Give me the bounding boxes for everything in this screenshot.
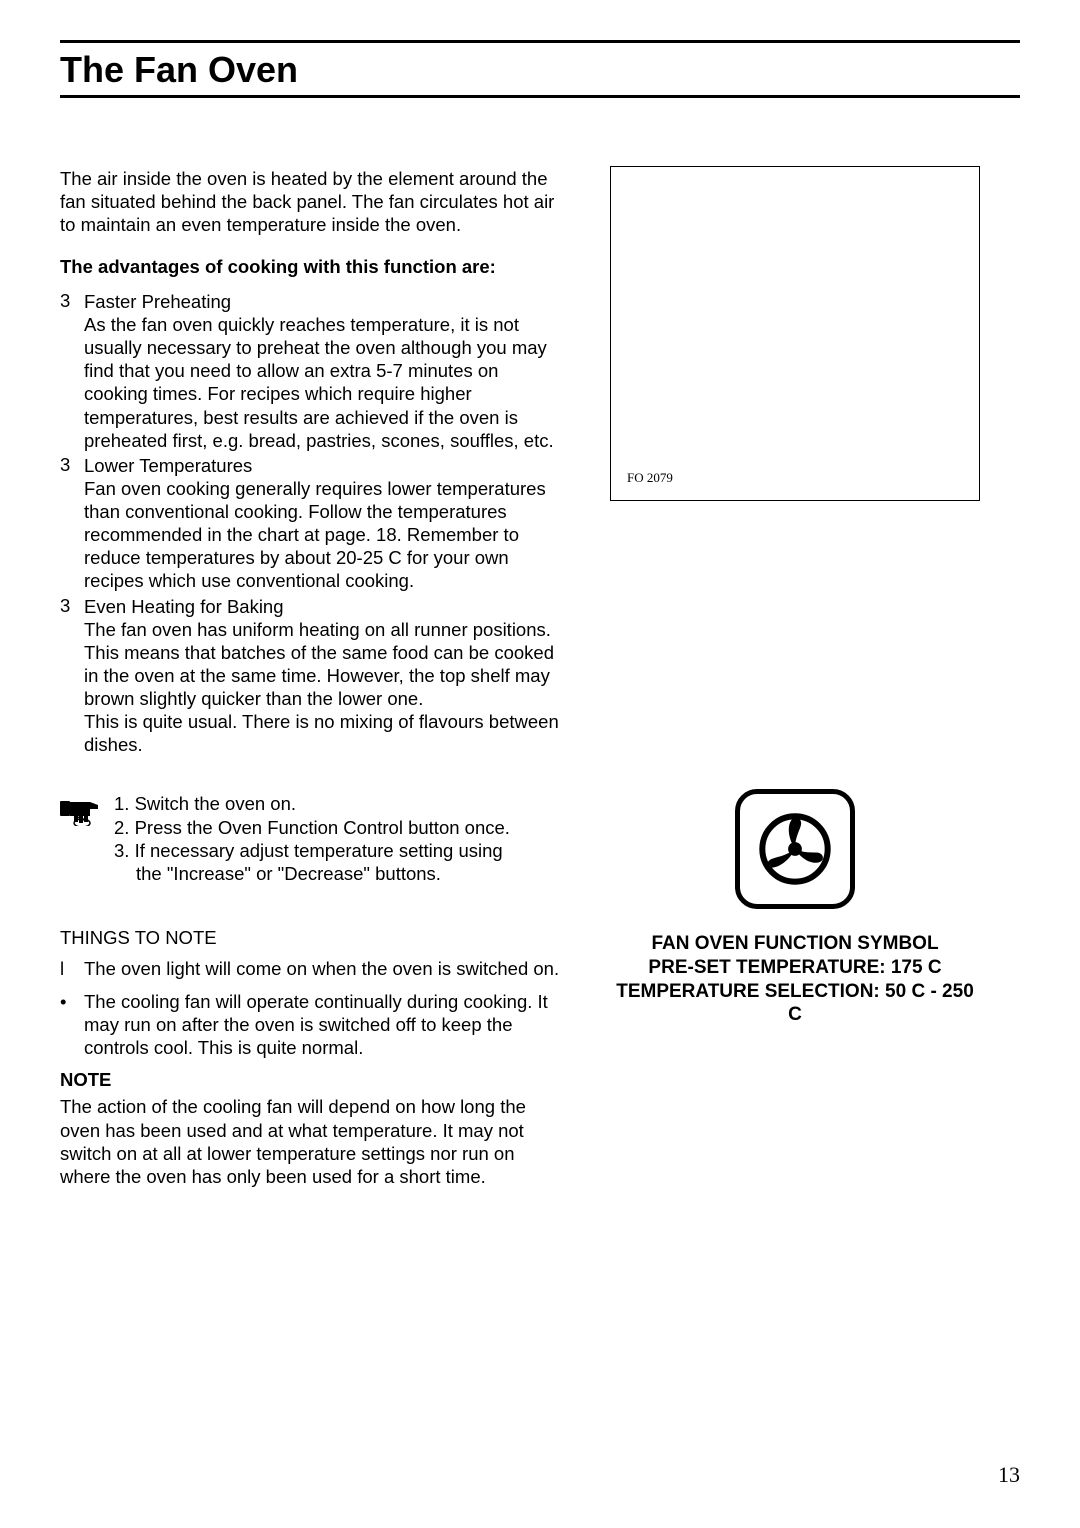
bullet-text: The cooling fan will operate continually… <box>84 990 560 1059</box>
pointing-hand-icon <box>60 792 104 831</box>
page-title: The Fan Oven <box>60 49 1020 91</box>
advantage-body: Lower Temperatures Fan oven cooking gene… <box>84 454 560 593</box>
advantages-list: 3 Faster Preheating As the fan oven quic… <box>60 290 560 757</box>
figure-caption: FO 2079 <box>627 470 673 486</box>
right-column: FO 2079 FAN OVEN FUNCTION SYMBOL <box>590 148 1020 1206</box>
columns: The air inside the oven is heated by the… <box>60 148 1020 1206</box>
advantage-item: 3 Lower Temperatures Fan oven cooking ge… <box>60 454 560 593</box>
advantage-item: 3 Faster Preheating As the fan oven quic… <box>60 290 560 452</box>
steps-block: 1. Switch the oven on. 2. Press the Oven… <box>60 792 560 885</box>
bullet-marker: • <box>60 990 70 1059</box>
step-3-continued: the "Increase" or "Decrease" buttons. <box>114 862 510 885</box>
fan-oven-icon <box>735 789 855 909</box>
advantages-heading: The advantages of cooking with this func… <box>60 256 560 278</box>
advantage-text: As the fan oven quickly reaches temperat… <box>84 314 554 451</box>
advantage-marker: 3 <box>60 454 72 593</box>
advantage-item: 3 Even Heating for Baking The fan oven h… <box>60 595 560 757</box>
advantage-title: Faster Preheating <box>84 290 560 313</box>
advantage-title: Lower Temperatures <box>84 454 560 477</box>
page-number: 13 <box>998 1462 1020 1488</box>
step-2: 2. Press the Oven Function Control butto… <box>114 816 510 839</box>
advantage-marker: 3 <box>60 290 72 452</box>
bullet-marker: l <box>60 957 70 980</box>
step-1: 1. Switch the oven on. <box>114 792 510 815</box>
advantage-body: Even Heating for Baking The fan oven has… <box>84 595 560 757</box>
figure-box: FO 2079 <box>610 166 980 501</box>
note-text: The action of the cooling fan will depen… <box>60 1095 560 1188</box>
things-item: l The oven light will come on when the o… <box>60 957 560 980</box>
steps-list: 1. Switch the oven on. 2. Press the Oven… <box>114 792 510 885</box>
things-item: • The cooling fan will operate continual… <box>60 990 560 1059</box>
title-underline <box>60 95 1020 98</box>
note-heading: NOTE <box>60 1069 560 1091</box>
step-3: 3. If necessary adjust temperature setti… <box>114 839 510 862</box>
top-rule <box>60 40 1020 43</box>
symbol-line-2: PRE-SET TEMPERATURE: 175 C <box>610 956 980 980</box>
advantage-body: Faster Preheating As the fan oven quickl… <box>84 290 560 452</box>
page: The Fan Oven The air inside the oven is … <box>0 0 1080 1528</box>
fan-symbol-block: FAN OVEN FUNCTION SYMBOL PRE-SET TEMPERA… <box>610 789 980 1027</box>
symbol-line-3: TEMPERATURE SELECTION: 50 C - 250 C <box>610 980 980 1028</box>
advantage-text: The fan oven has uniform heating on all … <box>84 619 559 756</box>
bullet-text: The oven light will come on when the ove… <box>84 957 559 980</box>
advantage-marker: 3 <box>60 595 72 757</box>
advantage-title: Even Heating for Baking <box>84 595 560 618</box>
things-list: l The oven light will come on when the o… <box>60 957 560 1060</box>
left-column: The air inside the oven is heated by the… <box>60 148 560 1206</box>
things-to-note-heading: THINGS TO NOTE <box>60 927 560 949</box>
symbol-line-1: FAN OVEN FUNCTION SYMBOL <box>610 932 980 956</box>
intro-text: The air inside the oven is heated by the… <box>60 167 560 236</box>
advantage-text: Fan oven cooking generally requires lowe… <box>84 478 546 592</box>
